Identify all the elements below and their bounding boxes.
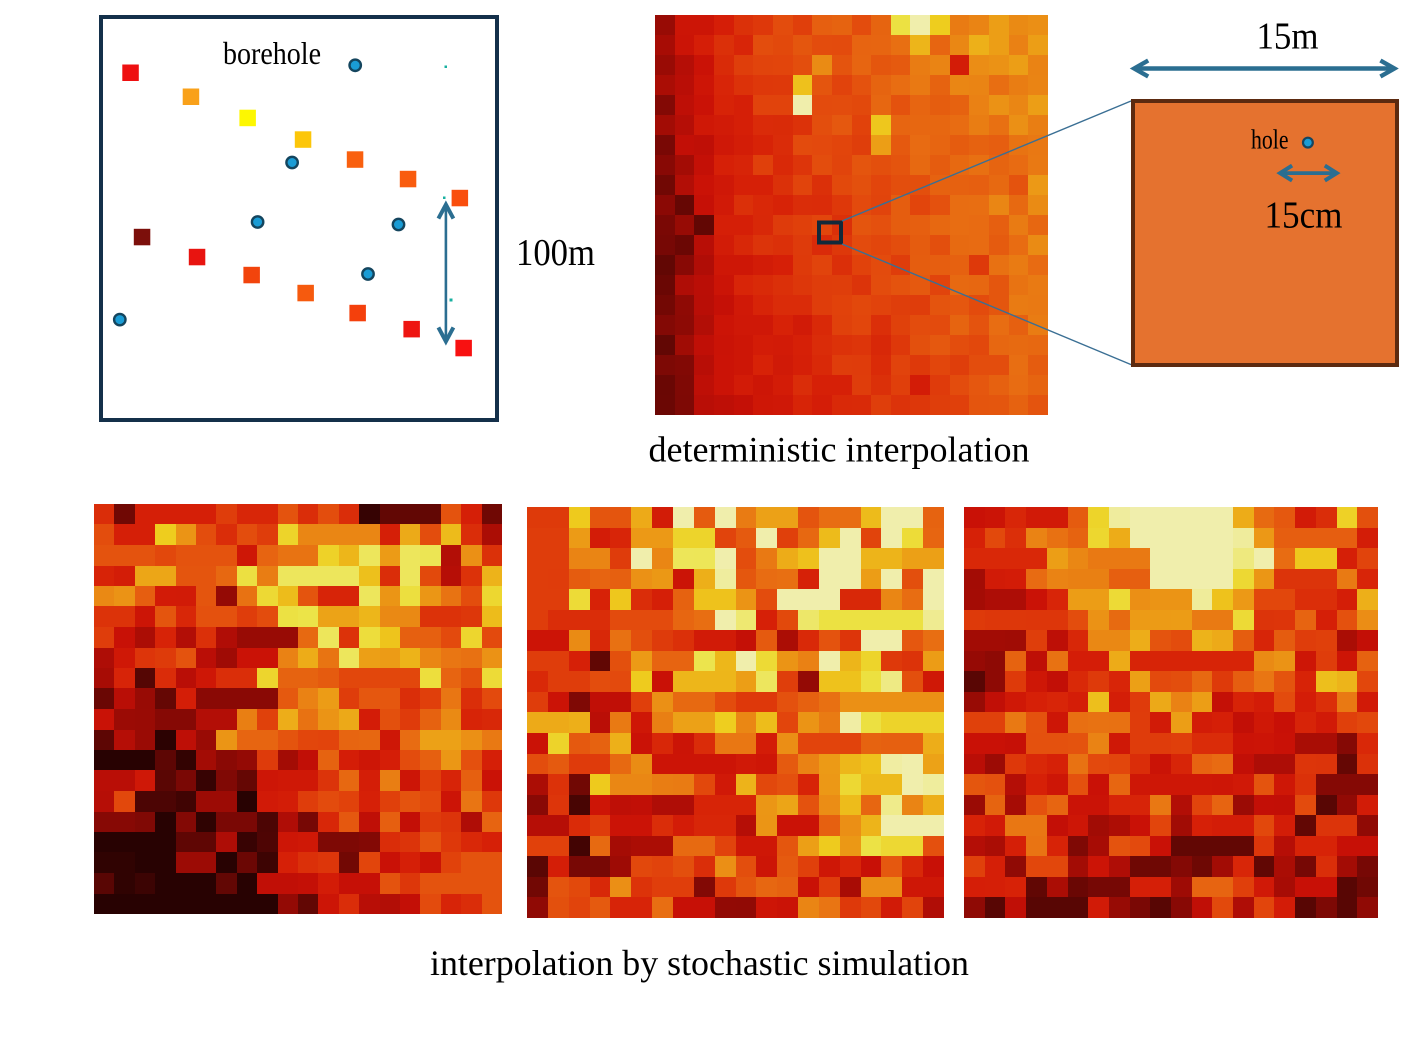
svg-text:100m: 100m — [516, 232, 595, 274]
svg-text:borehole: borehole — [223, 35, 321, 71]
svg-text:15m: 15m — [1257, 16, 1319, 58]
svg-text:15cm: 15cm — [1265, 195, 1343, 237]
svg-text:hole: hole — [1251, 125, 1289, 155]
svg-text:deterministic interpolation: deterministic interpolation — [649, 430, 1030, 470]
svg-text:interpolation by stochastic si: interpolation by stochastic simulation — [430, 943, 969, 983]
